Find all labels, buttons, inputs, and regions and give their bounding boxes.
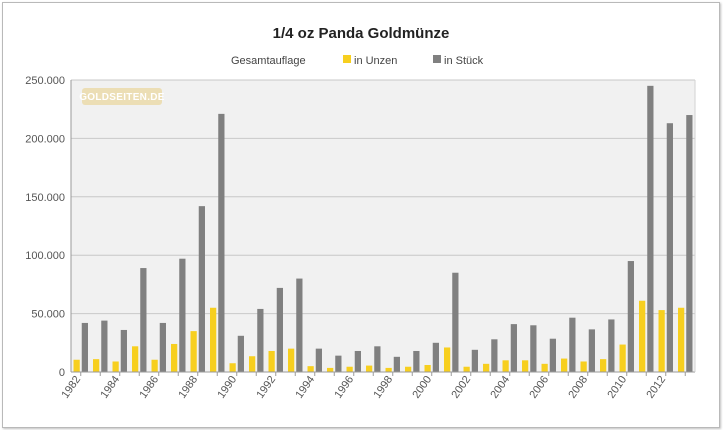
bar-in-stueck-1993 <box>296 278 303 372</box>
bar-in-stueck-2009 <box>608 319 615 372</box>
bar-in-unzen-1984 <box>112 361 119 372</box>
legend-swatch-in-stueck <box>433 55 441 63</box>
bar-in-unzen-1985 <box>132 346 139 372</box>
bar-in-stueck-1995 <box>335 355 342 372</box>
legend-label-in-stueck: in Stück <box>444 55 484 67</box>
bar-in-unzen-1986 <box>151 359 158 372</box>
bar-in-stueck-1997 <box>374 346 381 372</box>
bar-in-stueck-2013 <box>686 115 693 372</box>
bar-in-unzen-2009 <box>600 359 607 372</box>
x-tick-label: 1990 <box>215 374 239 401</box>
bar-in-stueck-2007 <box>569 317 576 372</box>
x-tick-label: 2010 <box>605 374 629 401</box>
bar-in-unzen-1999 <box>405 366 412 372</box>
bar-in-stueck-1994 <box>315 348 322 372</box>
bar-in-unzen-1993 <box>288 348 295 372</box>
bar-in-stueck-1987 <box>179 258 186 372</box>
bar-in-stueck-1992 <box>276 287 283 372</box>
y-tick-label: 200.000 <box>25 133 65 145</box>
x-tick-label: 1998 <box>371 374 395 401</box>
y-tick-label: 250.000 <box>25 75 65 87</box>
watermark-badge <box>82 88 162 105</box>
y-tick-label: 0 <box>59 367 65 379</box>
bar-in-stueck-1982 <box>81 322 88 372</box>
x-tick-label: 2006 <box>527 374 551 401</box>
bar-in-unzen-1994 <box>307 366 314 372</box>
bar-in-unzen-2010 <box>619 344 626 372</box>
bar-in-unzen-2001 <box>444 347 451 372</box>
bar-in-unzen-1988 <box>190 331 197 372</box>
bar-in-unzen-1983 <box>93 359 100 372</box>
bar-in-unzen-2011 <box>639 300 646 372</box>
bar-in-unzen-2006 <box>541 363 548 372</box>
bar-in-stueck-1996 <box>354 350 361 372</box>
bar-in-stueck-1984 <box>120 329 127 372</box>
y-tick-label: 100.000 <box>25 250 65 262</box>
bar-in-unzen-1991 <box>249 356 256 372</box>
bar-in-stueck-1990 <box>237 335 244 372</box>
bar-in-unzen-1992 <box>268 350 275 372</box>
bar-in-stueck-2001 <box>452 272 459 372</box>
bar-in-unzen-2004 <box>502 360 509 372</box>
y-tick-label: 50.000 <box>31 309 65 321</box>
y-tick-label: 150.000 <box>25 192 65 204</box>
legend-swatch-in-unzen <box>343 55 351 63</box>
bar-in-unzen-2013 <box>678 307 685 372</box>
x-tick-label: 1984 <box>98 374 122 401</box>
bar-in-stueck-2011 <box>647 85 654 372</box>
chart-title: 1/4 oz Panda Goldmünze <box>273 25 450 42</box>
x-tick-label: 2002 <box>449 374 473 401</box>
bar-in-unzen-1996 <box>346 366 353 372</box>
x-tick-label: 1992 <box>254 374 278 401</box>
bar-in-unzen-2003 <box>483 363 490 372</box>
bar-in-stueck-1998 <box>393 356 400 372</box>
bar-in-stueck-2008 <box>588 329 595 372</box>
bar-in-stueck-1999 <box>413 350 420 372</box>
bar-in-stueck-2003 <box>491 339 498 372</box>
bar-in-unzen-1987 <box>171 343 178 372</box>
bar-in-stueck-2010 <box>627 261 634 372</box>
x-tick-label: 1988 <box>176 374 200 401</box>
bar-in-unzen-1998 <box>385 367 392 372</box>
bar-in-unzen-1982 <box>73 359 80 372</box>
legend-title: Gesamtauflage <box>231 55 306 67</box>
bar-in-stueck-1988 <box>198 206 205 372</box>
bar-in-stueck-1991 <box>257 308 264 372</box>
bar-in-unzen-2005 <box>522 360 529 372</box>
bar-in-stueck-1989 <box>218 113 225 372</box>
x-tick-label: 1996 <box>332 374 356 401</box>
bar-in-unzen-2007 <box>561 358 568 372</box>
bar-in-unzen-1997 <box>366 365 373 372</box>
bar-in-unzen-1989 <box>210 307 217 372</box>
x-tick-label: 2000 <box>410 374 434 401</box>
plot-area <box>71 80 695 372</box>
bar-in-unzen-2008 <box>580 361 587 372</box>
bar-in-stueck-2012 <box>666 123 673 372</box>
bar-in-stueck-2004 <box>510 324 517 372</box>
x-tick-label: 2008 <box>566 374 590 401</box>
x-tick-label: 2012 <box>644 374 668 401</box>
legend: Gesamtauflage in Unzen in Stück <box>231 55 484 67</box>
bar-in-unzen-2000 <box>424 364 431 372</box>
legend-label-in-unzen: in Unzen <box>354 55 397 67</box>
bar-in-stueck-2000 <box>432 342 439 372</box>
bar-in-unzen-2002 <box>463 366 470 372</box>
bar-in-stueck-2002 <box>471 349 478 372</box>
x-tick-label: 2004 <box>488 374 512 401</box>
bar-in-stueck-2005 <box>530 325 537 372</box>
watermark: GOLDSEITEN.DE <box>79 88 165 105</box>
bar-in-stueck-1986 <box>159 322 166 372</box>
watermark-text: GOLDSEITEN.DE <box>79 92 165 103</box>
x-tick-label: 1994 <box>293 374 317 401</box>
bar-in-unzen-2012 <box>658 310 665 372</box>
bar-in-stueck-1983 <box>101 320 108 372</box>
x-tick-label: 1986 <box>137 374 161 401</box>
bar-in-unzen-1990 <box>229 363 236 372</box>
bar-in-stueck-1985 <box>140 268 147 372</box>
bar-in-stueck-2006 <box>549 338 556 372</box>
bar-in-unzen-1995 <box>327 367 334 372</box>
